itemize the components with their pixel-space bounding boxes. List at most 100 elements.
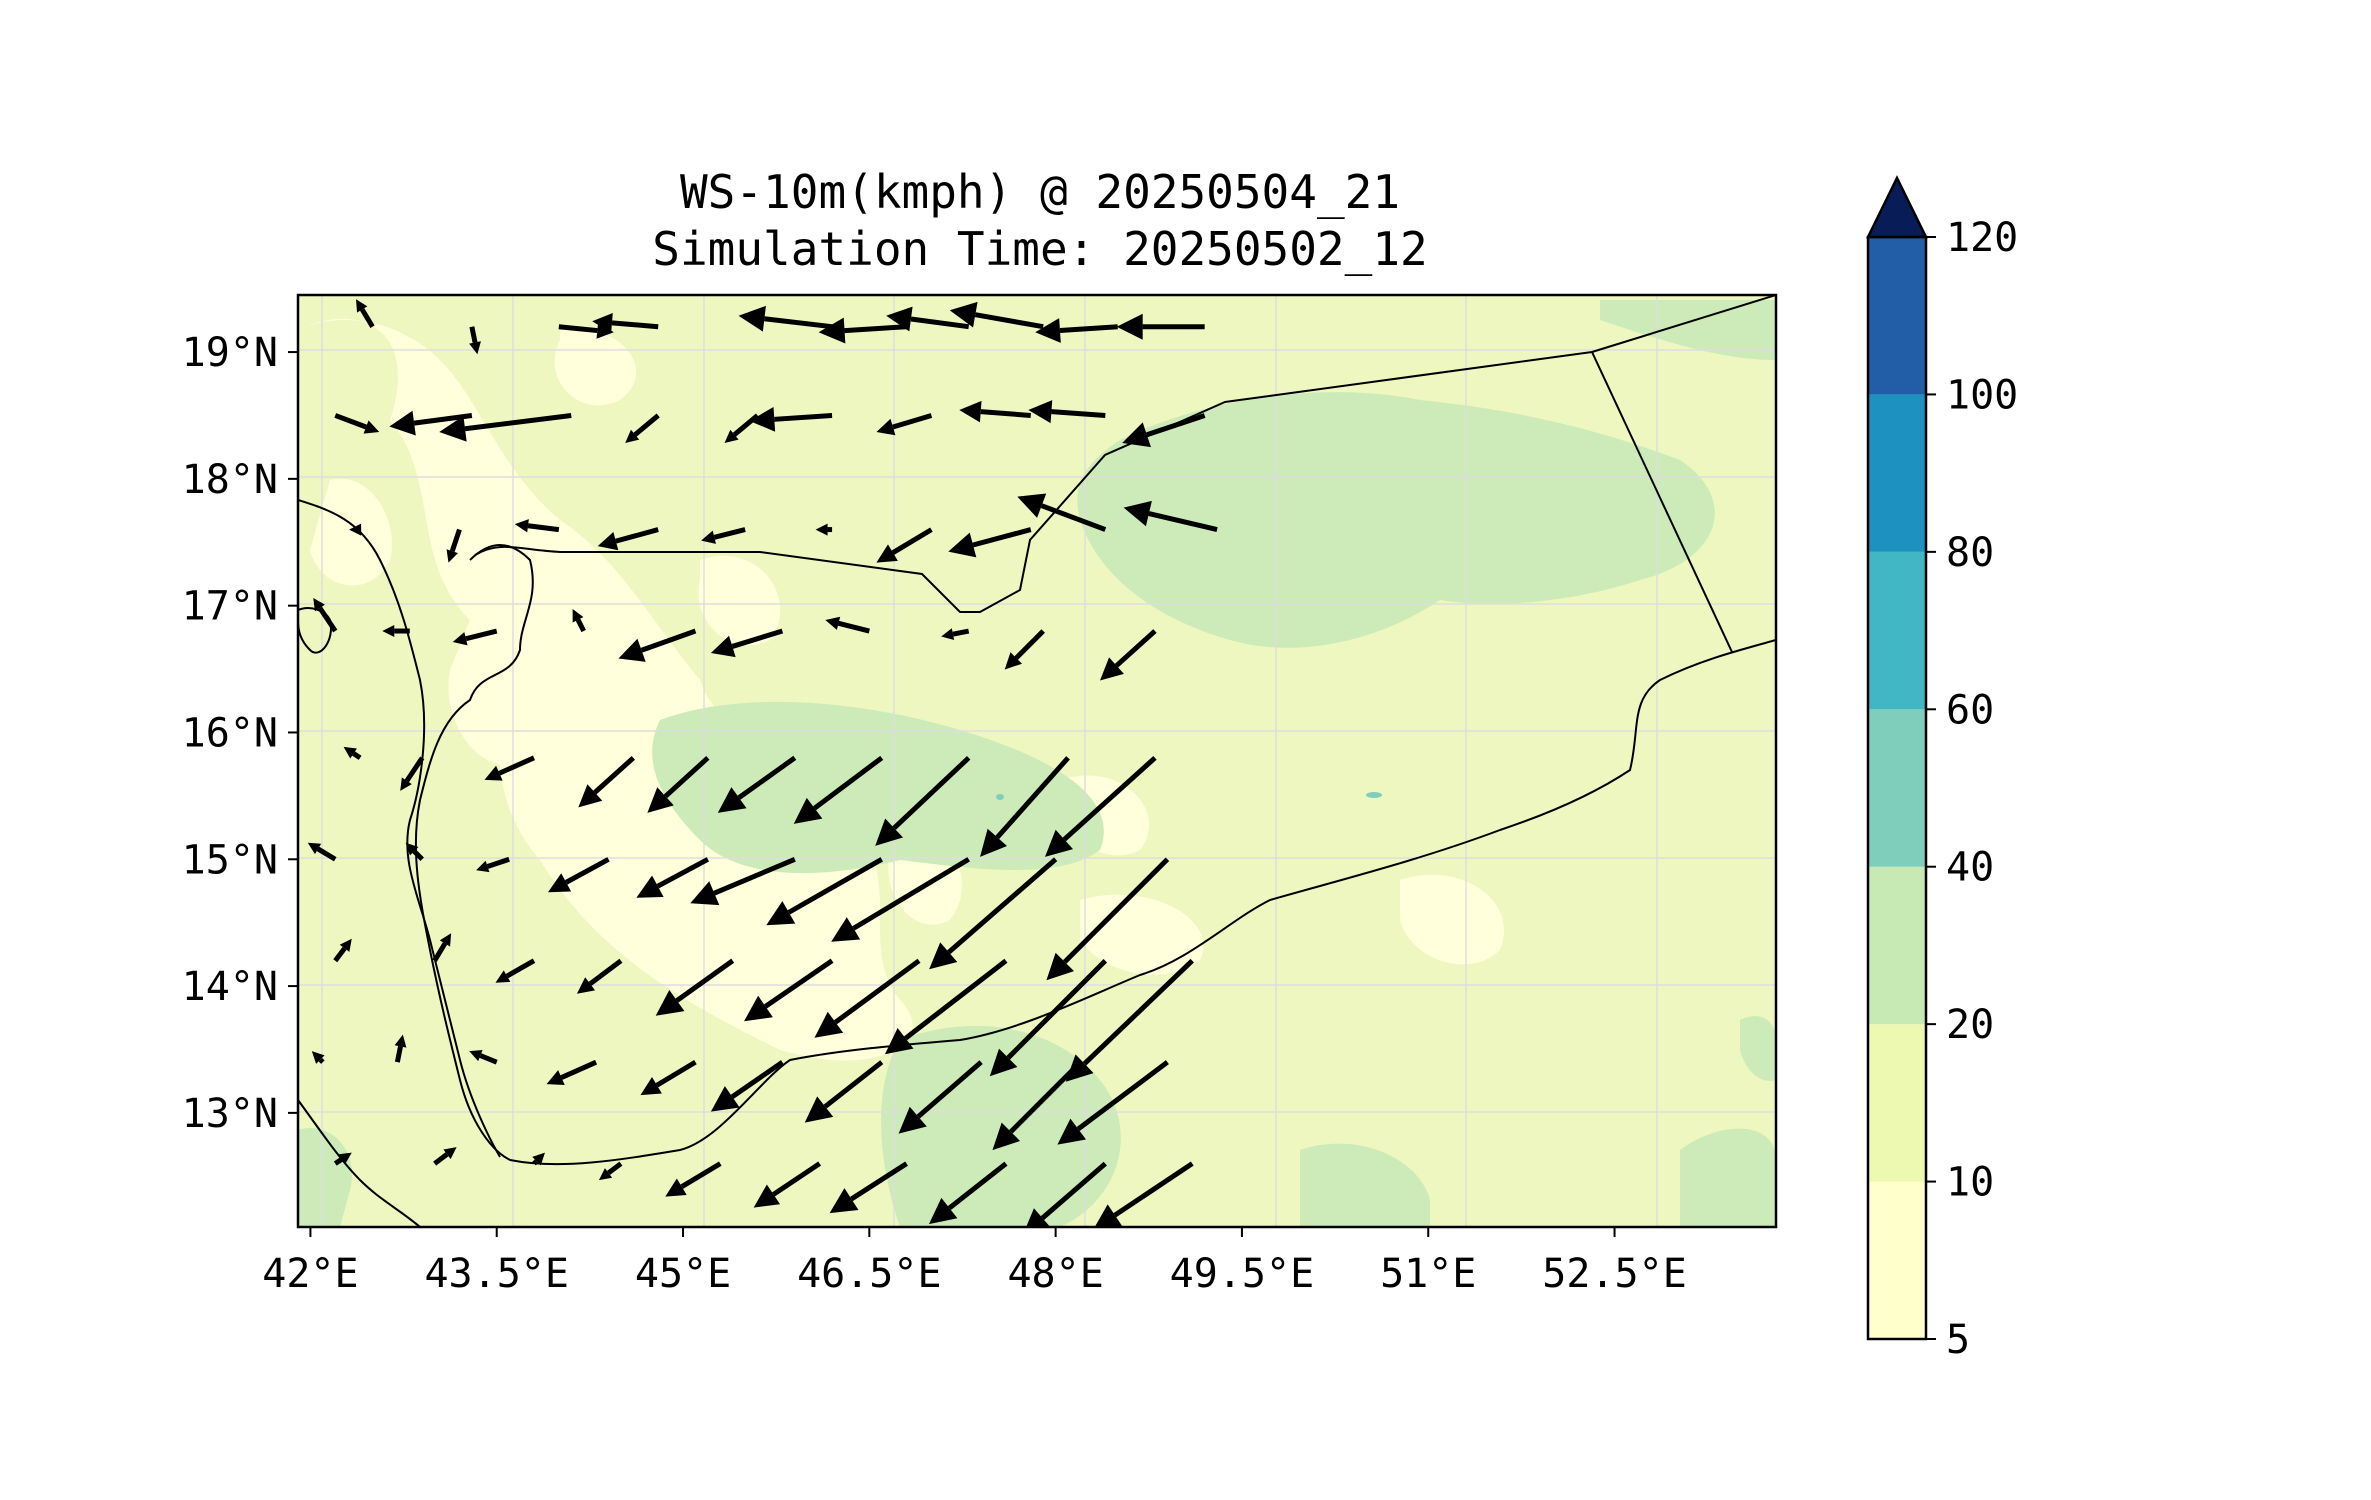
lon-tick-label: 49.5°E bbox=[1170, 1251, 1315, 1297]
wind-arrow bbox=[546, 1059, 598, 1085]
wind-arrow bbox=[1122, 413, 1206, 448]
wind-arrow bbox=[876, 413, 933, 436]
lat-tick-label: 13°N bbox=[182, 1091, 278, 1137]
lon-tick-label: 46.5°E bbox=[797, 1251, 942, 1297]
wind-vector-arrows bbox=[307, 299, 1218, 1227]
longitude-tick-marks bbox=[309, 1227, 1616, 1237]
lon-tick-label: 51°E bbox=[1380, 1251, 1476, 1297]
wind-arrow bbox=[598, 1161, 623, 1181]
wind-arrow bbox=[578, 755, 636, 808]
wind-arrow bbox=[717, 755, 797, 813]
eritrea-coast bbox=[298, 1099, 421, 1227]
wind-arrow bbox=[532, 1152, 545, 1166]
lat-tick-label: 14°N bbox=[182, 964, 278, 1010]
wind-arrow bbox=[738, 305, 833, 332]
lat-tick-label: 17°N bbox=[182, 584, 278, 630]
wind-arrow bbox=[804, 1060, 884, 1123]
wind-arrow bbox=[655, 958, 735, 1016]
oman-border bbox=[1591, 295, 1776, 353]
latitude-tick-marks bbox=[288, 351, 298, 1114]
red-sea-coast-east bbox=[414, 544, 534, 1161]
colorbar-tick-labels: 5 10 20 40 60 80 100 120 bbox=[1946, 215, 2018, 1363]
wind-arrow bbox=[334, 413, 380, 434]
wind-arrow bbox=[829, 1161, 908, 1214]
wind-arrow bbox=[753, 1161, 822, 1208]
wind-arrow bbox=[405, 842, 424, 862]
map-panel bbox=[298, 295, 1776, 1227]
wind-arrow bbox=[576, 958, 623, 994]
wind-arrow bbox=[766, 857, 883, 926]
wind-arrow bbox=[592, 312, 659, 333]
wind-arrow bbox=[818, 317, 907, 344]
wind-arrow bbox=[701, 527, 746, 544]
wind-arrow bbox=[959, 400, 1031, 423]
wind-arrow bbox=[597, 527, 659, 551]
wind-arrow bbox=[948, 527, 1032, 558]
lat-tick-label: 16°N bbox=[182, 710, 278, 756]
wind-arrow bbox=[1116, 313, 1205, 340]
wind-arrow bbox=[636, 857, 710, 898]
lon-tick-label: 43.5°E bbox=[424, 1251, 569, 1297]
wind-arrow bbox=[898, 1060, 983, 1134]
wind-arrow bbox=[1035, 318, 1118, 343]
wind-arrow bbox=[400, 756, 425, 791]
wind-arrow bbox=[815, 523, 833, 536]
wind-arrow bbox=[1046, 857, 1170, 981]
wind-arrow bbox=[814, 958, 921, 1038]
wind-arrow bbox=[394, 1034, 407, 1063]
colorbar-band bbox=[1868, 1024, 1926, 1182]
lon-tick-label: 45°E bbox=[635, 1251, 731, 1297]
wind-arrow bbox=[1099, 629, 1157, 681]
wind-arrow bbox=[382, 625, 410, 638]
colorbar-tick-label: 10 bbox=[1946, 1160, 1994, 1206]
wind-arrow bbox=[1057, 1060, 1169, 1145]
wind-arrow bbox=[618, 628, 697, 662]
wind-arrow bbox=[875, 756, 971, 846]
wind-arrow bbox=[1017, 493, 1107, 532]
lat-tick-label: 19°N bbox=[182, 330, 278, 376]
wind-arrow bbox=[1004, 629, 1045, 670]
wind-arrow bbox=[949, 301, 1044, 330]
wind-arrow bbox=[744, 958, 834, 1022]
wind-arrow bbox=[1044, 755, 1157, 857]
wind-arrow bbox=[884, 958, 1008, 1055]
colorbar-tick-label: 5 bbox=[1946, 1317, 1970, 1363]
map-frame bbox=[296, 293, 1778, 1229]
wind-arrow bbox=[647, 755, 710, 813]
wind-arrow bbox=[876, 527, 933, 563]
lat-tick-label: 15°N bbox=[182, 837, 278, 883]
colorbar-tick-label: 60 bbox=[1946, 687, 1994, 733]
wind-arrow bbox=[1123, 500, 1218, 533]
wind-arrow bbox=[432, 933, 452, 963]
wind-arrow bbox=[710, 1060, 784, 1112]
lon-tick-label: 52.5°E bbox=[1542, 1251, 1687, 1297]
lat-tick-label: 18°N bbox=[182, 457, 278, 503]
longitude-tick-labels: 42°E 43.5°E 45°E 46.5°E 48°E 49.5°E 51°E 52.5°E bbox=[262, 1251, 1687, 1297]
colorbar-band bbox=[1868, 551, 1926, 710]
wind-arrow bbox=[992, 1060, 1083, 1151]
wind-arrow bbox=[356, 299, 375, 328]
wind-arrow bbox=[1028, 400, 1106, 424]
strong-wind-specks bbox=[996, 792, 1382, 800]
map-title-line-1: WS-10m(kmph) @ 20250504_21 bbox=[679, 165, 1401, 219]
colorbar-tick-label: 20 bbox=[1946, 1002, 1994, 1048]
colorbar-tick-label: 100 bbox=[1946, 372, 2018, 418]
wind-arrow bbox=[548, 857, 610, 893]
wind-arrow bbox=[690, 856, 796, 906]
wind-arrow bbox=[886, 306, 970, 332]
wind-arrow bbox=[446, 528, 462, 563]
wind-arrow bbox=[452, 628, 498, 646]
saudi-yemen-border bbox=[474, 351, 1593, 613]
wind-arrow bbox=[484, 755, 535, 781]
wind-arrow bbox=[311, 1051, 325, 1064]
wind-arrow bbox=[625, 413, 660, 443]
wind-arrow bbox=[710, 628, 784, 658]
lon-tick-label: 42°E bbox=[262, 1251, 358, 1297]
wind-arrow bbox=[333, 938, 352, 963]
wind-arrow bbox=[1065, 958, 1194, 1082]
colorbar-band bbox=[1868, 237, 1926, 395]
wind-arrow bbox=[928, 1161, 1008, 1225]
colorbar-ticks bbox=[1926, 236, 1936, 1340]
moderate-wind-areas bbox=[298, 300, 1776, 1227]
colorbar-extend-triangle bbox=[1865, 175, 1929, 239]
